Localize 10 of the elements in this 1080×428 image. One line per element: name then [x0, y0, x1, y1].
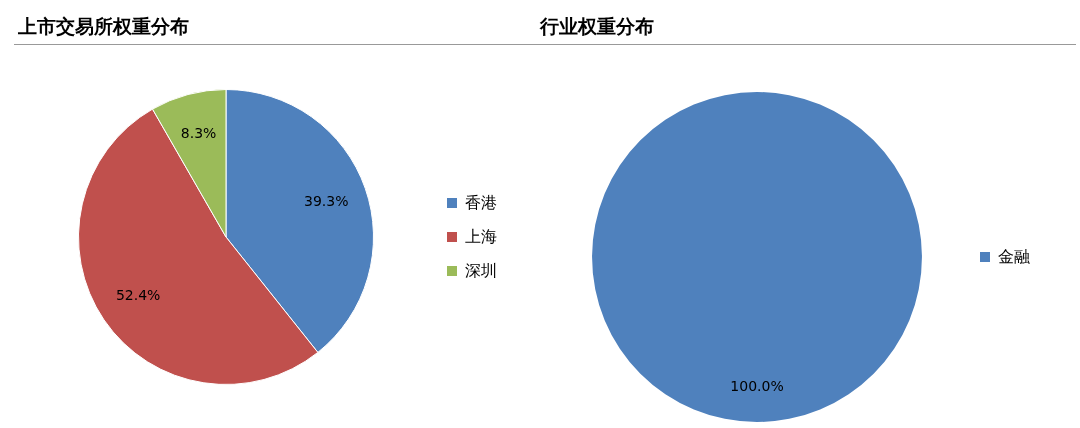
chart-title: 行业权重分布 [540, 14, 655, 39]
legend-label: 上海 [465, 226, 497, 248]
data-label: 39.3% [304, 192, 349, 209]
data-label: 100.0% [730, 377, 784, 394]
legend-label: 金融 [998, 246, 1030, 268]
legend-label: 深圳 [465, 260, 497, 282]
chart-title: 上市交易所权重分布 [18, 14, 189, 39]
data-label: 52.4% [115, 287, 161, 304]
legend-label: 香港 [465, 192, 497, 214]
data-label: 8.3% [180, 125, 217, 142]
